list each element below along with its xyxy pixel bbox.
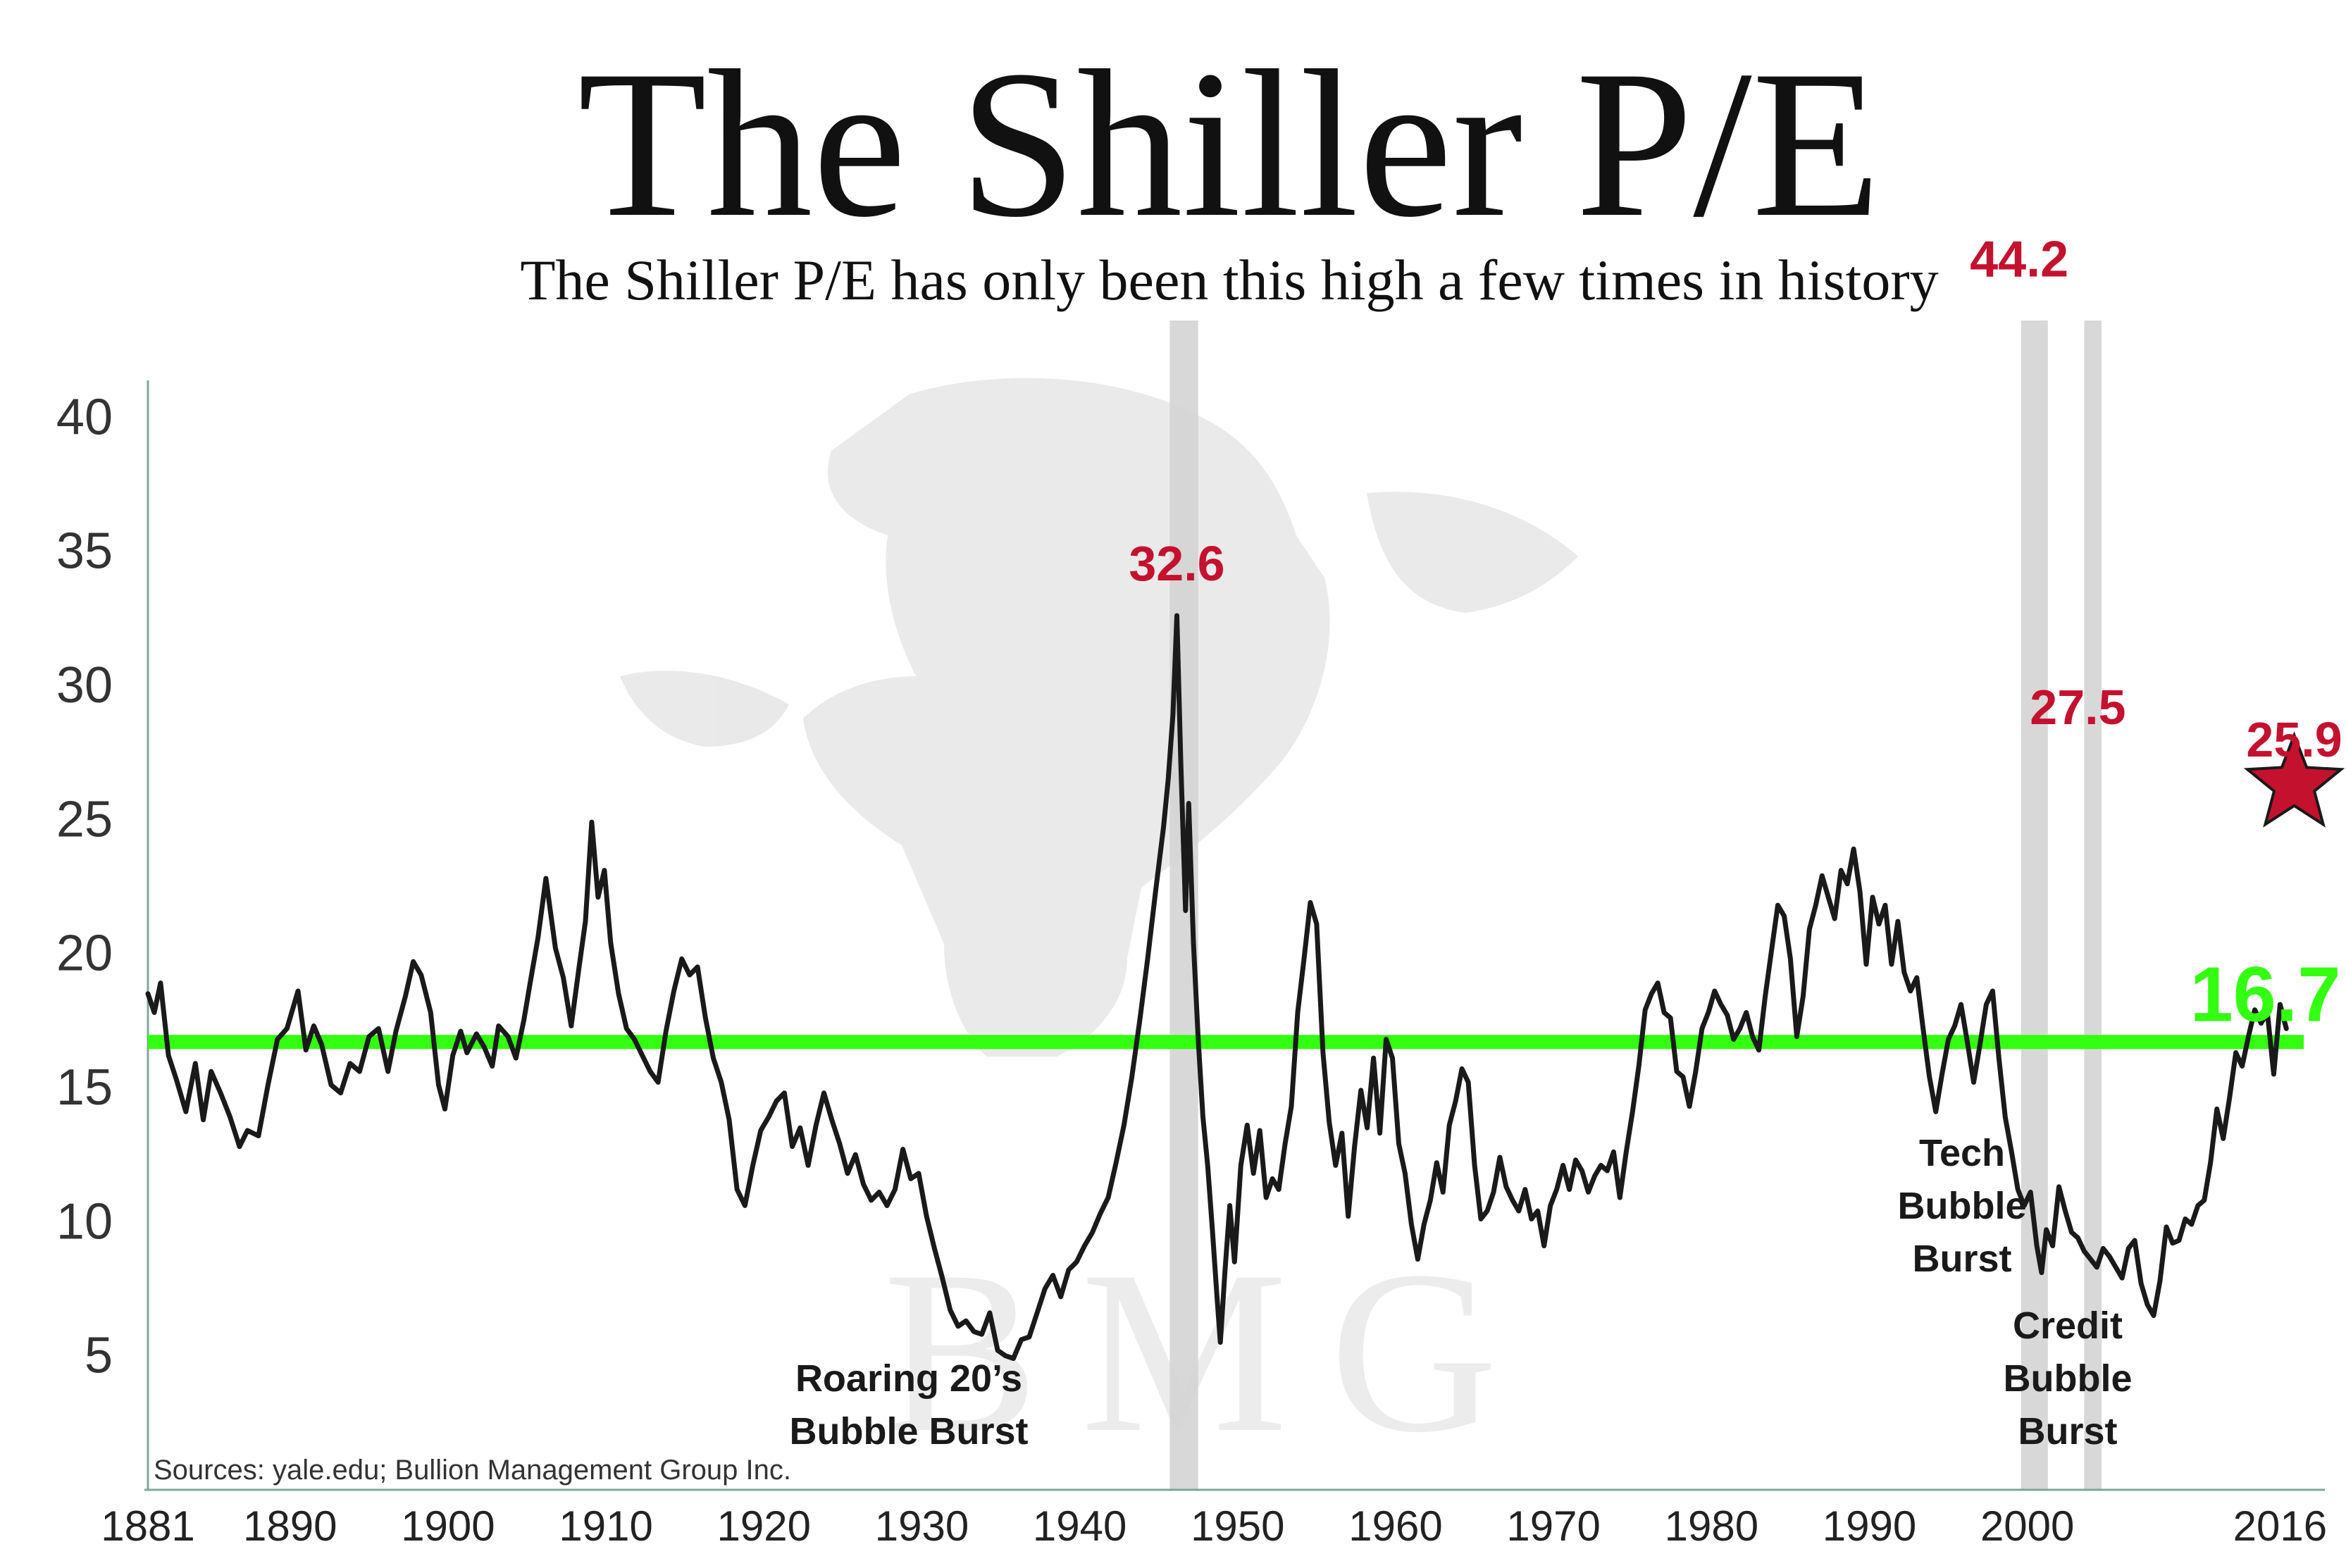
y-tick-label: 20	[56, 926, 113, 982]
y-tick-label: 35	[56, 523, 113, 580]
annotation-peak-1929: 32.6	[1129, 536, 1224, 591]
x-tick-label: 1920	[717, 1502, 811, 1550]
chart-subtitle: The Shiller P/E has only been this high …	[520, 248, 1938, 312]
x-tick-label: 1940	[1033, 1502, 1127, 1550]
shaded-band-2	[2084, 321, 2102, 1490]
event-label-line: Roaring 20’s	[795, 1357, 1022, 1400]
event-label-line: Tech	[1919, 1132, 2005, 1174]
chart-title: The Shiller P/E	[578, 27, 1881, 261]
value-annotations: 32.6 44.2 27.5 25.9 16.7	[1129, 231, 2342, 1038]
annotation-peak-2007: 27.5	[2030, 680, 2125, 735]
x-tick-label: 2016	[2233, 1502, 2327, 1550]
source-note: Sources: yale.edu; Bullion Management Gr…	[154, 1455, 791, 1486]
event-label-line: Burst	[2018, 1410, 2117, 1452]
annotation-current: 25.9	[2246, 712, 2342, 767]
pe-series-line	[145, 613, 2289, 1361]
x-tick-label: 1881	[101, 1502, 194, 1550]
y-tick-label: 25	[56, 791, 113, 847]
y-tick-label: 5	[85, 1328, 113, 1384]
x-tick-label: 1980	[1665, 1502, 1758, 1550]
x-tick-label: 1950	[1191, 1502, 1284, 1550]
event-label-line: Burst	[1912, 1238, 2011, 1280]
y-tick-labels: 5 10 15 20 25 30 35 40	[56, 389, 113, 1383]
y-tick-label: 40	[56, 389, 113, 445]
current-value-star-marker	[2243, 731, 2345, 828]
x-tick-label: 1960	[1348, 1502, 1442, 1550]
x-tick-label: 1900	[401, 1502, 495, 1550]
y-tick-label: 10	[56, 1193, 113, 1250]
annotation-peak-2000: 44.2	[1970, 231, 2068, 287]
event-label-line: Bubble Burst	[789, 1410, 1028, 1452]
x-tick-label: 1990	[1823, 1502, 1916, 1550]
event-label-credit-bubble: Credit Bubble Burst	[2004, 1305, 2133, 1452]
event-label-tech-bubble: Tech Bubble Burst	[1898, 1132, 2027, 1280]
event-label-line: Bubble	[2004, 1357, 2133, 1400]
shaded-band-1	[2021, 321, 2048, 1490]
event-label-roaring-20s: Roaring 20’s Bubble Burst	[789, 1357, 1028, 1452]
x-tick-label: 1970	[1506, 1502, 1600, 1550]
x-tick-label: 2000	[1980, 1502, 2074, 1550]
event-label-line: Credit	[2013, 1305, 2123, 1347]
x-tick-label: 1890	[243, 1502, 337, 1550]
event-label-line: Bubble	[1898, 1185, 2027, 1227]
x-tick-labels: 1881 1890 1900 1910 1920 1930 1940 1950 1960 1970…	[101, 1502, 2327, 1550]
y-tick-label: 15	[56, 1059, 113, 1116]
y-tick-label: 30	[56, 657, 113, 714]
x-tick-label: 1910	[559, 1502, 652, 1550]
annotation-mean-label: 16.7	[2190, 951, 2340, 1038]
x-tick-label: 1930	[875, 1502, 969, 1550]
